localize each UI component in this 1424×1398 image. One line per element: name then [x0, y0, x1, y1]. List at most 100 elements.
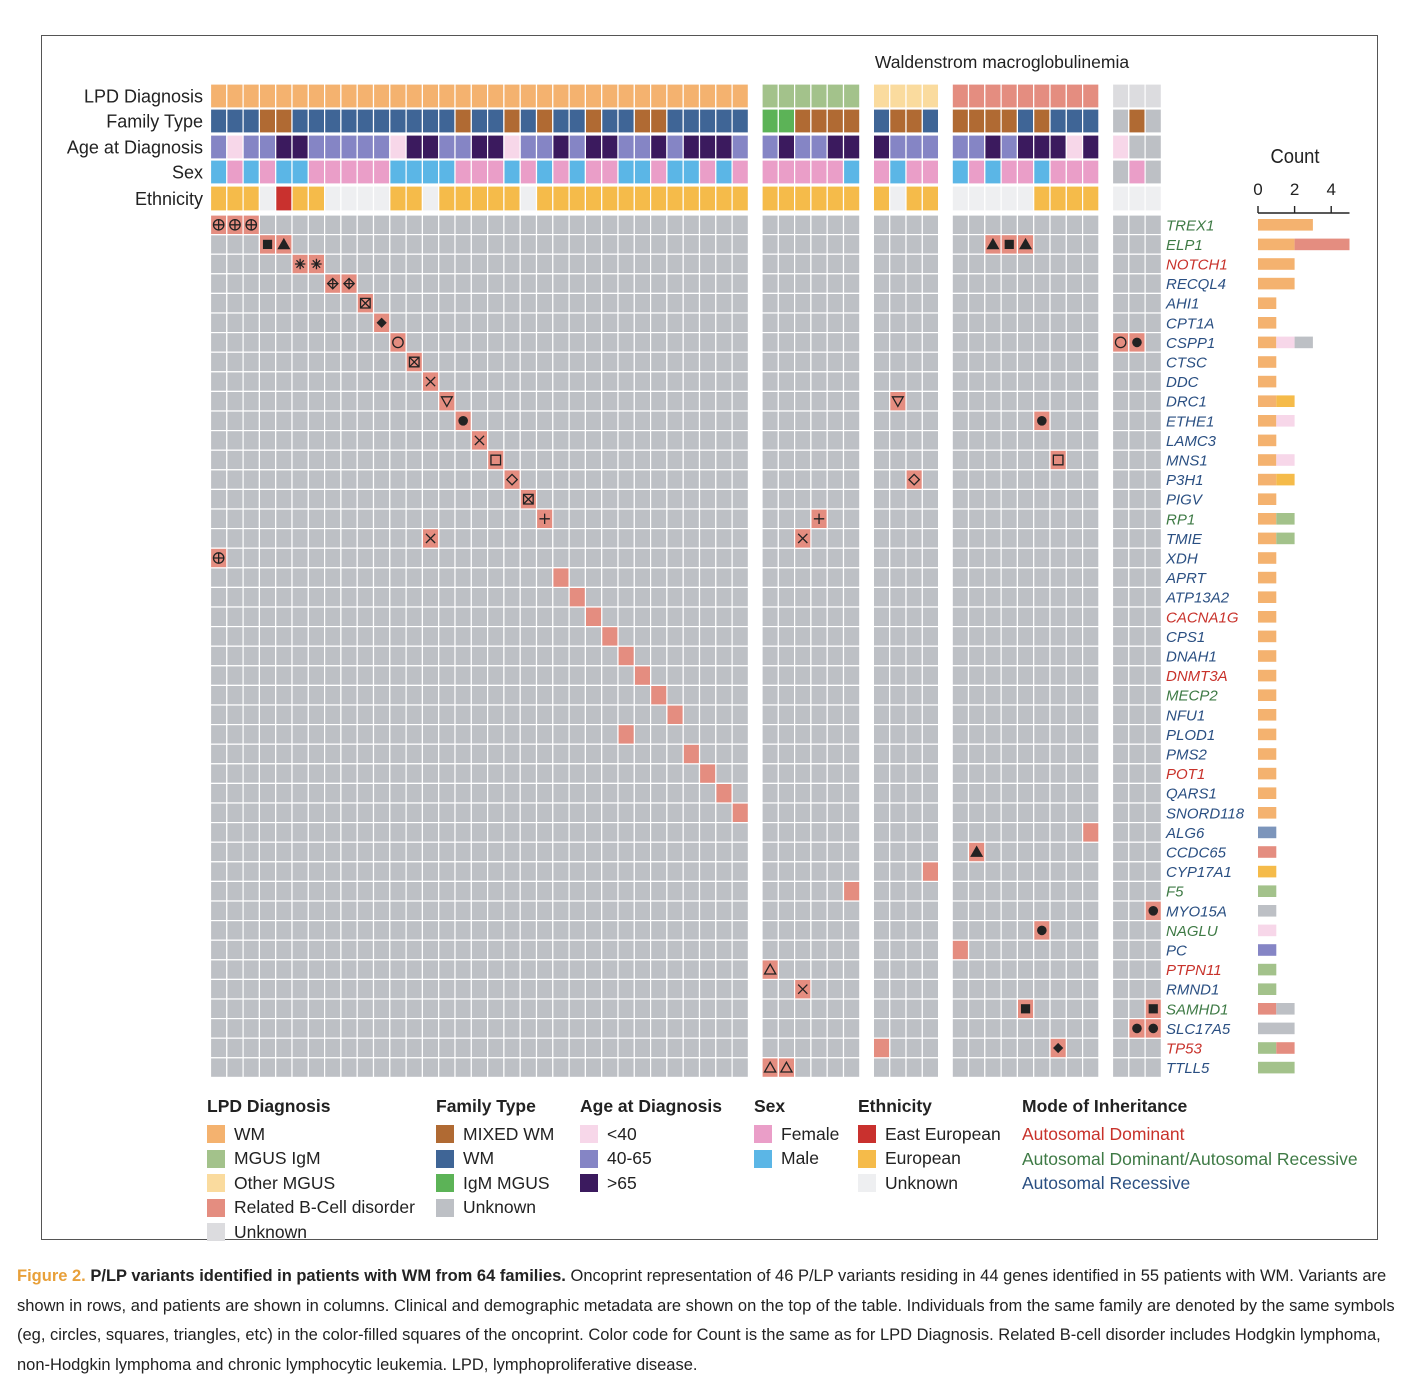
- grid-cell: [826, 1057, 845, 1079]
- grid-cell: [389, 684, 407, 706]
- grid-cell: [389, 743, 407, 765]
- count-bar: [1276, 473, 1295, 486]
- grid-cell: [951, 625, 970, 647]
- grid-cell: [682, 704, 701, 726]
- grid-cell: [1144, 625, 1162, 647]
- grid-cell: [242, 880, 261, 902]
- grid-cell: [568, 508, 586, 530]
- track-cell: [872, 134, 891, 160]
- grid-cell: [503, 880, 521, 902]
- track-cell: [568, 108, 586, 134]
- track-cell: [682, 83, 701, 109]
- grid-cell: [826, 861, 845, 882]
- grid-cell: [372, 841, 391, 863]
- track-cell: [698, 134, 717, 160]
- grid-cell: [1049, 371, 1067, 392]
- grid-cell: [761, 547, 779, 569]
- grid-cell: [905, 684, 923, 706]
- grid-cell: [649, 1017, 668, 1039]
- grid-cell: [1065, 782, 1084, 804]
- grid-cell: [633, 939, 652, 961]
- grid-cell: [666, 430, 684, 451]
- grid-cell: [1111, 704, 1130, 726]
- gene-label: TTLL5: [1166, 1060, 1210, 1077]
- grid-cell: [731, 704, 749, 726]
- grid-cell: [324, 410, 342, 432]
- grid-cell: [275, 586, 293, 608]
- grid-cell: [275, 763, 293, 784]
- track-cell: [633, 134, 652, 160]
- grid-cell: [842, 371, 861, 392]
- gene-label: ELP1: [1166, 237, 1203, 254]
- grid-cell: [487, 273, 505, 294]
- grid-cell: [438, 763, 456, 784]
- legend-item: 40-65: [580, 1147, 722, 1172]
- track-cell: [291, 134, 309, 160]
- grid-cell: [649, 488, 668, 510]
- track-cell: [1144, 185, 1162, 212]
- grid-cell: [682, 763, 701, 784]
- variant-cell: [438, 390, 456, 412]
- grid-cell: [275, 508, 293, 530]
- grid-cell: [889, 959, 907, 980]
- grid-cell: [1144, 606, 1162, 628]
- grid-cell: [389, 410, 407, 432]
- variant-cell: [617, 645, 635, 667]
- grid-cell: [810, 567, 828, 588]
- grid-cell: [584, 508, 603, 530]
- grid-cell: [209, 606, 228, 628]
- grid-cell: [810, 234, 828, 255]
- grid-cell: [584, 841, 603, 863]
- grid-cell: [715, 684, 733, 706]
- grid-cell: [209, 998, 228, 1020]
- grid-cell: [889, 214, 907, 236]
- grid-cell: [503, 527, 521, 549]
- grid-cell: [470, 743, 489, 765]
- grid-cell: [793, 763, 812, 784]
- track-cell: [715, 83, 733, 109]
- grid-cell: [1033, 802, 1051, 824]
- grid-cell: [372, 704, 391, 726]
- grid-cell: [967, 900, 986, 922]
- grid-cell: [519, 1037, 538, 1059]
- grid-cell: [967, 430, 986, 451]
- track-cell: [389, 159, 407, 185]
- grid-cell: [649, 978, 668, 1000]
- variant-cell: [921, 861, 940, 882]
- grid-cell: [307, 508, 326, 530]
- grid-cell: [777, 586, 796, 608]
- grid-cell: [519, 606, 538, 628]
- grid-cell: [487, 841, 505, 863]
- grid-cell: [1065, 684, 1084, 706]
- grid-cell: [372, 723, 391, 745]
- grid-cell: [1000, 586, 1018, 608]
- grid-cell: [470, 1057, 489, 1079]
- grid-cell: [519, 292, 538, 314]
- grid-cell: [372, 449, 391, 471]
- grid-cell: [1081, 645, 1100, 667]
- grid-cell: [715, 821, 733, 843]
- grid-cell: [535, 625, 554, 647]
- grid-cell: [698, 410, 717, 432]
- grid-cell: [1081, 763, 1100, 784]
- grid-cell: [356, 508, 375, 530]
- legend-item: MIXED WM: [436, 1122, 554, 1147]
- grid-cell: [226, 488, 244, 510]
- grid-cell: [1144, 919, 1162, 941]
- grid-cell: [372, 430, 391, 451]
- grid-cell: [307, 488, 326, 510]
- grid-cell: [905, 488, 923, 510]
- grid-cell: [1065, 449, 1084, 471]
- grid-cell: [258, 547, 277, 569]
- track-cell: [601, 159, 619, 185]
- grid-cell: [1111, 586, 1130, 608]
- grid-cell: [552, 351, 570, 373]
- grid-cell: [761, 586, 779, 608]
- symbol-x: [425, 533, 436, 544]
- grid-cell: [777, 743, 796, 765]
- grid-cell: [226, 861, 244, 882]
- grid-cell: [905, 743, 923, 765]
- grid-cell: [761, 880, 779, 902]
- track-cell: [356, 185, 375, 212]
- grid-cell: [584, 332, 603, 353]
